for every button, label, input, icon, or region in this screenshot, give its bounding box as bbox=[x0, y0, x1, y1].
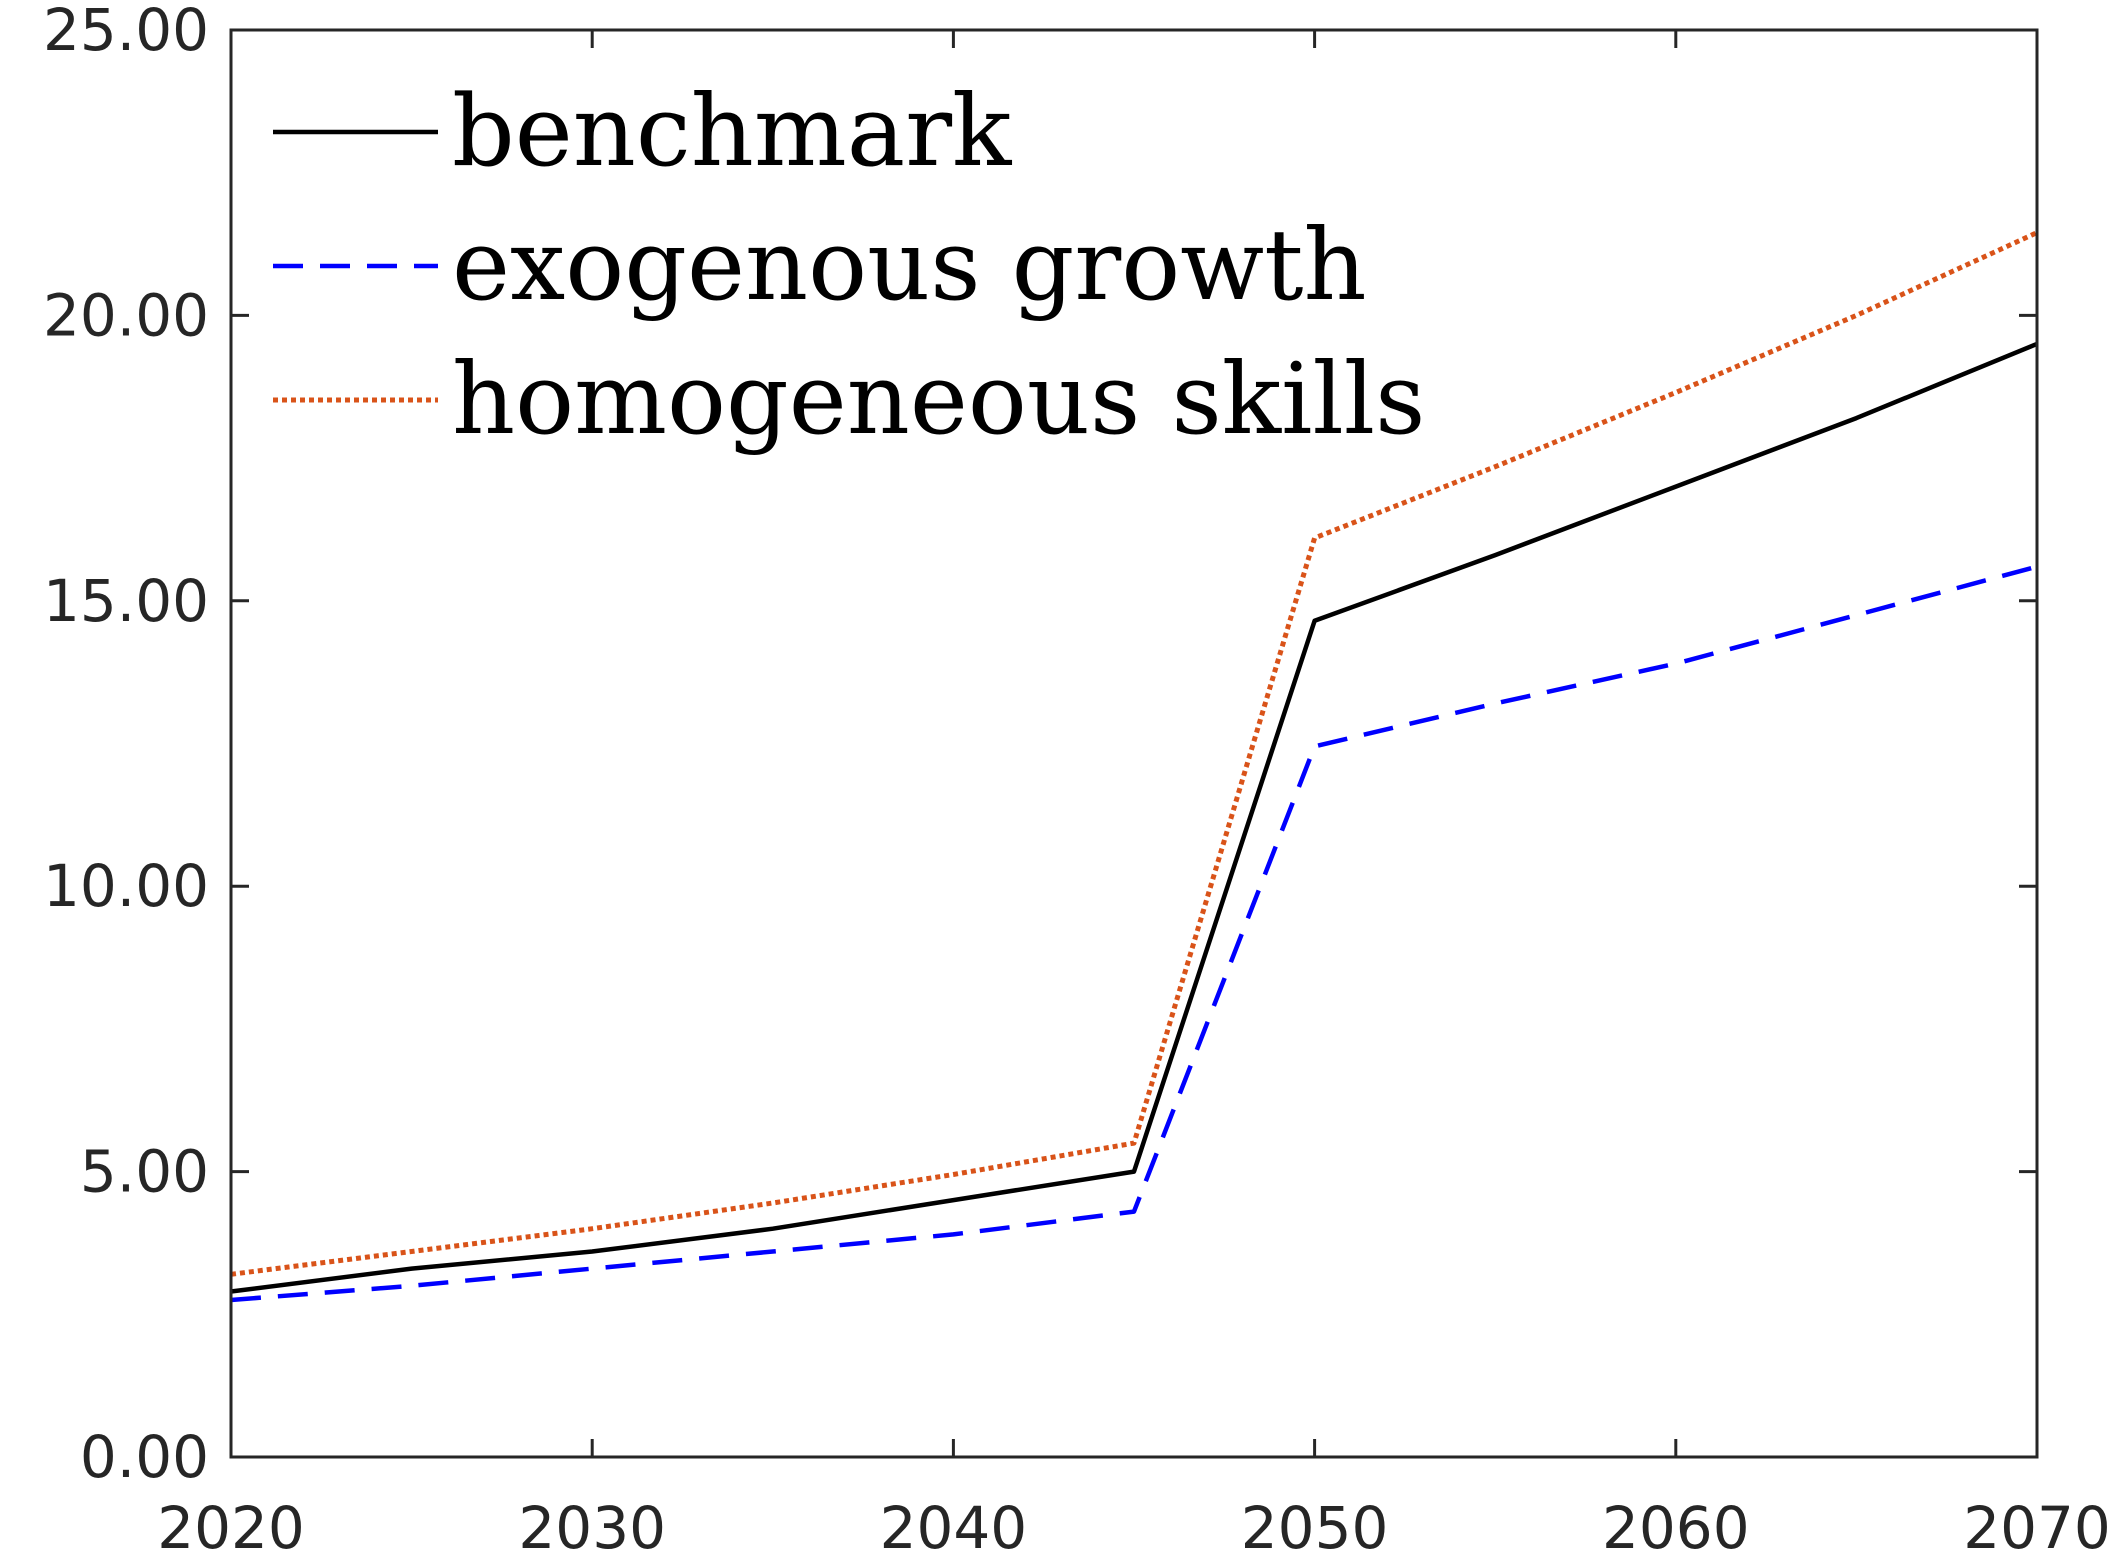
legend: benchmark exogenous growth homogeneous ski… bbox=[273, 75, 1425, 457]
series-line-1 bbox=[230, 341, 2038, 1294]
x-tick-label: 2060 bbox=[1602, 1494, 1750, 1554]
y-tick-label: 0.00 bbox=[80, 1423, 209, 1491]
legend-label-2: exogenous growth bbox=[452, 209, 1367, 323]
axes-frame bbox=[229, 28, 2039, 1459]
legend-label-3: homogeneous skills bbox=[452, 343, 1425, 457]
y-tick-label: 15.00 bbox=[43, 567, 209, 635]
x-tick-label: 2020 bbox=[157, 1494, 305, 1554]
y-tick-label: 10.00 bbox=[43, 852, 209, 920]
y-tick-label: 5.00 bbox=[80, 1138, 209, 1206]
x-tick-label: 2050 bbox=[1241, 1494, 1389, 1554]
legend-label-1: benchmark bbox=[452, 75, 1013, 189]
x-tick-label: 2030 bbox=[518, 1494, 666, 1554]
x-tick-labels: 2020 2030 2040 2050 2060 2070 bbox=[157, 1494, 2111, 1554]
plot-lines bbox=[230, 230, 2039, 1303]
series-line-2 bbox=[230, 564, 2038, 1303]
y-tick-label: 20.00 bbox=[43, 281, 209, 349]
y-tick-label: 25.00 bbox=[43, 0, 209, 64]
series-line-3 bbox=[230, 230, 2039, 1277]
x-tick-label: 2040 bbox=[880, 1494, 1028, 1554]
y-tick-labels: 0.00 5.00 10.00 15.00 20.00 25.00 bbox=[43, 0, 209, 1491]
x-tick-label: 2070 bbox=[1963, 1494, 2111, 1554]
